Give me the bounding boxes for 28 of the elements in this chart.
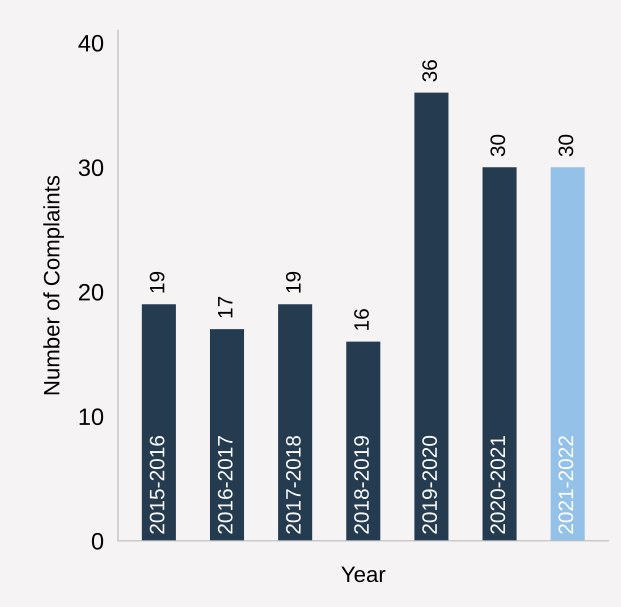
data-label: 36 — [422, 60, 438, 82]
x-tick-label: 2020-2021 — [490, 436, 506, 534]
x-tick-label: 2021-2022 — [558, 436, 574, 534]
bar — [142, 304, 176, 541]
bar — [210, 329, 244, 541]
y-tick-label: 0 — [92, 532, 104, 550]
x-tick-label: 2017-2018 — [286, 436, 301, 534]
x-tick-label: 2018-2019 — [354, 436, 369, 534]
y-tick-label: 10 — [80, 408, 104, 426]
y-tick-label: 20 — [79, 284, 104, 301]
data-label: 19 — [150, 272, 164, 292]
y-tick-label: 40 — [78, 34, 104, 52]
bar — [346, 342, 380, 541]
data-label: 30 — [490, 134, 506, 156]
x-tick-label: 2015-2016 — [150, 436, 164, 534]
bar — [482, 167, 517, 541]
data-label: 16 — [354, 309, 369, 330]
x-axis-title: Year — [341, 566, 386, 582]
bar — [278, 304, 312, 541]
bar — [414, 92, 448, 541]
y-axis-title: Number of Complaints — [43, 176, 64, 394]
x-tick-label: 2016-2017 — [218, 436, 233, 534]
bar — [550, 167, 585, 541]
data-label: 19 — [286, 272, 301, 292]
y-tick-label: 30 — [78, 159, 104, 176]
x-tick-label: 2019-2020 — [422, 436, 438, 534]
data-label: 30 — [558, 134, 574, 156]
data-label: 17 — [218, 296, 232, 318]
